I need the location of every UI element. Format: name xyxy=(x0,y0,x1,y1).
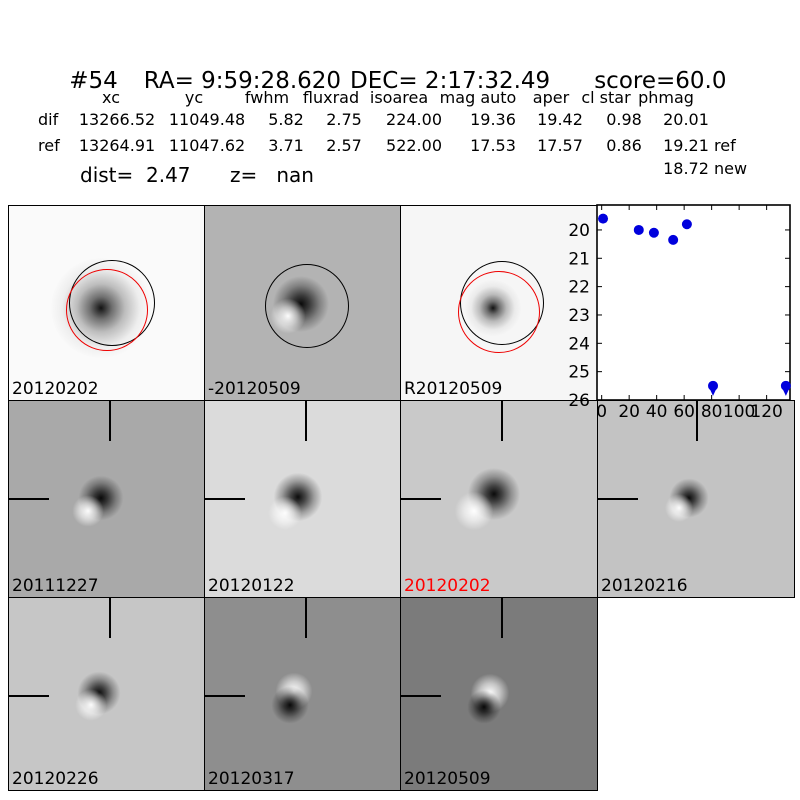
crosshair-tick-top xyxy=(305,401,307,441)
dif-fluxrad: 2.75 xyxy=(326,110,362,129)
ref-cl-star: 0.86 xyxy=(606,136,642,155)
crosshair-tick-top xyxy=(305,598,307,638)
aperture-circle-black xyxy=(265,264,349,348)
crosshair-tick-top xyxy=(501,401,503,441)
row-label-ref: ref xyxy=(38,136,60,155)
ref-phmag: 19.21 xyxy=(663,136,709,155)
crosshair-tick-top xyxy=(109,401,111,441)
cutout-label: 20120509 xyxy=(404,769,491,789)
col-header-aper: aper xyxy=(532,88,570,107)
col-header-fluxrad: fluxrad xyxy=(302,88,360,107)
diff-cutout-panel: 20111227 xyxy=(8,400,206,598)
cutout-reference-image: R20120509 xyxy=(400,205,598,401)
cutout-label-highlighted: 20120202 xyxy=(404,576,491,596)
header-title: #54 RA= 9:59:28.620 DEC= 2:17:32.49 score=6… xyxy=(40,42,726,120)
cutout-label: 20120122 xyxy=(208,576,295,596)
residual-blob-white xyxy=(266,494,304,532)
col-header-xc: xc xyxy=(102,88,120,107)
crosshair-tick-left xyxy=(401,498,441,500)
cutout-label: 20120226 xyxy=(12,769,99,789)
dist-value: dist= 2.47 xyxy=(80,163,191,187)
z-value: z= nan xyxy=(230,163,314,187)
row-label-dif: dif xyxy=(38,110,59,129)
col-header-yc: yc xyxy=(184,88,204,107)
dec-value: DEC= 2:17:32.49 xyxy=(350,68,551,94)
residual-blob-white xyxy=(452,489,496,533)
dif-xc: 13266.52 xyxy=(78,110,156,129)
residual-blob-white xyxy=(73,687,109,723)
ref-fluxrad: 2.57 xyxy=(326,136,362,155)
dif-phmag: 20.01 xyxy=(663,110,709,129)
dif-cl-star: 0.98 xyxy=(606,110,642,129)
new-phmag-suffix: new xyxy=(714,159,748,178)
ref-isoarea: 522.00 xyxy=(386,136,442,155)
ref-mag-auto: 17.53 xyxy=(470,136,516,155)
col-header-cl-star: cl star xyxy=(581,88,631,107)
diff-cutout-panel: 20120226 xyxy=(8,597,206,791)
cutout-new-image: 20120202 xyxy=(8,205,206,401)
ref-yc: 11047.62 xyxy=(168,136,246,155)
residual-blob-white xyxy=(663,492,695,524)
new-phmag: 18.72 xyxy=(663,159,709,178)
residual-blob-dark xyxy=(270,685,310,725)
crosshair-tick-left xyxy=(205,695,245,697)
cutout-label: R20120509 xyxy=(404,379,503,399)
crosshair-tick-top xyxy=(109,598,111,638)
cutout-label: 20111227 xyxy=(12,576,99,596)
diff-cutout-panel-selected: 20120202 xyxy=(400,400,598,598)
ra-value: RA= 9:59:28.620 xyxy=(143,68,342,94)
dif-isoarea: 224.00 xyxy=(386,110,442,129)
crosshair-tick-left xyxy=(205,498,245,500)
col-header-mag-auto: mag auto xyxy=(439,88,517,107)
diff-cutout-panel: 20120216 xyxy=(597,400,795,598)
candidate-id: #54 xyxy=(69,68,118,94)
residual-blob-dark xyxy=(466,689,502,725)
crosshair-tick-top xyxy=(501,598,503,638)
aperture-circle-red xyxy=(66,269,148,351)
dif-fwhm: 5.82 xyxy=(268,110,304,129)
col-header-isoarea: isoarea xyxy=(369,88,429,107)
diff-cutout-panel: 20120317 xyxy=(204,597,402,791)
diff-cutout-panel: 20120509 xyxy=(400,597,598,791)
ref-fwhm: 3.71 xyxy=(268,136,304,155)
ref-aper: 17.57 xyxy=(537,136,583,155)
dif-mag-auto: 19.36 xyxy=(470,110,516,129)
cutout-label: -20120509 xyxy=(208,379,301,399)
cutout-label: 20120216 xyxy=(601,576,688,596)
residual-blob-white xyxy=(70,493,106,529)
crosshair-tick-left xyxy=(598,498,638,500)
ref-phmag-suffix: ref xyxy=(714,136,736,155)
crosshair-tick-top xyxy=(696,401,698,441)
dif-aper: 19.42 xyxy=(537,110,583,129)
aperture-circle-red xyxy=(458,271,540,353)
col-header-fwhm: fwhm xyxy=(244,88,290,107)
crosshair-tick-left xyxy=(401,695,441,697)
ref-xc: 13264.91 xyxy=(78,136,156,155)
score-value: score=60.0 xyxy=(594,68,727,94)
cutout-subtracted-image: -20120509 xyxy=(204,205,402,401)
col-header-phmag: phmag xyxy=(638,88,694,107)
crosshair-tick-left xyxy=(9,695,49,697)
cutout-label: 20120317 xyxy=(208,769,295,789)
cutout-label: 20120202 xyxy=(12,379,99,399)
crosshair-tick-left xyxy=(9,498,49,500)
diff-cutout-panel: 20120122 xyxy=(204,400,402,598)
dif-yc: 11049.48 xyxy=(168,110,246,129)
